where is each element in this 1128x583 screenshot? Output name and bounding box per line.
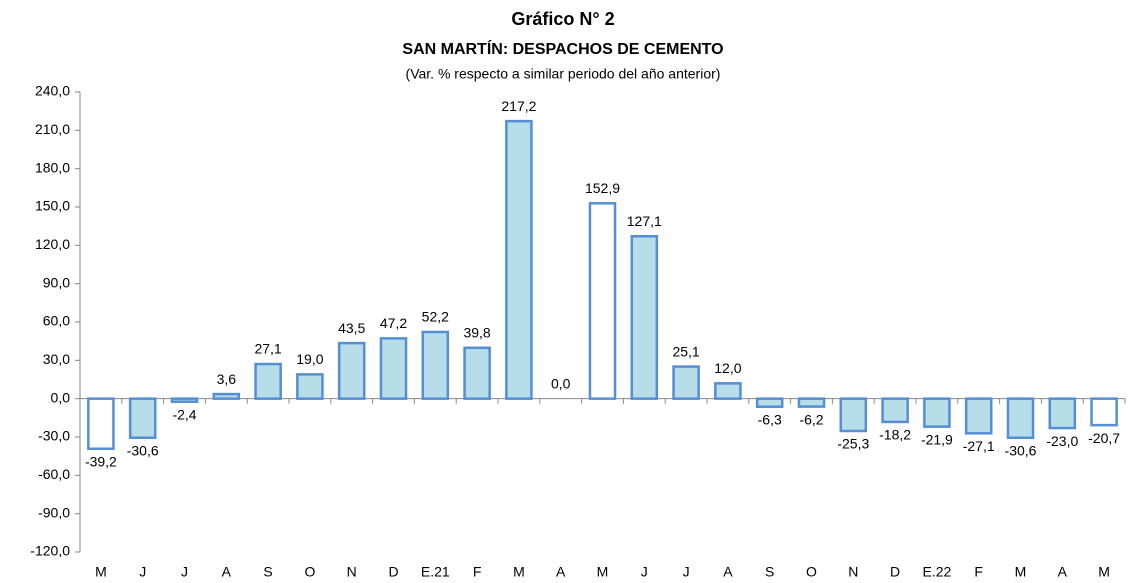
bar <box>421 330 450 400</box>
value-label: -20,7 <box>1088 430 1120 446</box>
value-label: 27,1 <box>254 341 281 357</box>
x-tick-label: M <box>1098 564 1110 580</box>
bar <box>588 202 617 400</box>
bar <box>630 235 659 400</box>
bar <box>1048 397 1077 430</box>
x-tick-label: J <box>641 564 648 580</box>
value-label: 127,1 <box>627 213 662 229</box>
y-tick-label: -60,0 <box>38 466 70 482</box>
x-tick-label: D <box>890 564 900 580</box>
value-label: -6,2 <box>799 411 823 427</box>
value-label: 39,8 <box>463 325 490 341</box>
value-label: 25,1 <box>672 343 699 359</box>
chart-subtitle: SAN MARTÍN: DESPACHOS DE CEMENTO <box>402 39 723 58</box>
x-tick-label: A <box>556 564 566 580</box>
x-tick-label: M <box>1015 564 1027 580</box>
x-tick-label: A <box>1058 564 1068 580</box>
x-tick-label: F <box>473 564 482 580</box>
x-tick-label: M <box>95 564 107 580</box>
x-tick-label: J <box>181 564 188 580</box>
x-tick-label: S <box>263 564 272 580</box>
bar <box>337 341 366 400</box>
x-tick-label: J <box>683 564 690 580</box>
chart-title: Gráfico N° 2 <box>511 9 614 29</box>
bar <box>714 382 742 400</box>
value-label: 3,6 <box>217 371 237 387</box>
bar <box>87 397 115 451</box>
x-tick-label: A <box>222 564 232 580</box>
bar <box>839 397 868 433</box>
value-label: -30,6 <box>127 442 159 458</box>
y-tick-label: 180,0 <box>35 159 70 175</box>
value-label: -39,2 <box>85 453 117 469</box>
x-tick-label: A <box>723 564 733 580</box>
y-tick-label: 210,0 <box>35 121 70 137</box>
y-tick-label: -90,0 <box>38 504 70 520</box>
y-tick-label: 120,0 <box>35 236 70 252</box>
y-tick-label: 60,0 <box>43 313 70 329</box>
x-tick-label: J <box>139 564 146 580</box>
value-label: -25,3 <box>837 436 869 452</box>
bar <box>170 397 199 403</box>
value-label: -6,3 <box>758 411 782 427</box>
value-label: 0,0 <box>551 375 571 391</box>
bar <box>463 346 491 400</box>
value-label: -2,4 <box>172 406 196 422</box>
bar <box>964 397 993 435</box>
x-tick-label: N <box>848 564 858 580</box>
bar <box>672 365 700 400</box>
value-label: -21,9 <box>921 431 953 447</box>
bar <box>379 337 408 400</box>
bar <box>1090 397 1118 427</box>
x-tick-label: M <box>513 564 525 580</box>
x-tick-label: E.21 <box>421 564 450 580</box>
bar <box>212 392 241 400</box>
value-label: 217,2 <box>501 98 536 114</box>
y-tick-label: 90,0 <box>43 274 70 290</box>
bar <box>505 119 533 400</box>
value-label: 12,0 <box>714 360 741 376</box>
y-tick-label: -120,0 <box>30 543 70 559</box>
bar <box>128 397 157 440</box>
bar <box>923 397 951 428</box>
value-label: 19,0 <box>296 351 323 367</box>
bar <box>1006 397 1035 440</box>
value-label: -23,0 <box>1046 433 1078 449</box>
bar <box>797 397 826 408</box>
value-label: 152,9 <box>585 180 620 196</box>
x-tick-label: S <box>765 564 774 580</box>
bar <box>254 362 282 400</box>
value-label: 47,2 <box>380 315 407 331</box>
y-tick-label: -30,0 <box>38 428 70 444</box>
x-tick-label: F <box>974 564 983 580</box>
x-tick-label: E.22 <box>922 564 951 580</box>
value-label: -18,2 <box>879 427 911 443</box>
value-label: -30,6 <box>1005 442 1037 458</box>
x-tick-label: D <box>388 564 398 580</box>
x-tick-label: M <box>597 564 609 580</box>
x-tick-label: O <box>304 564 315 580</box>
bar <box>755 397 784 408</box>
bar <box>881 397 909 424</box>
value-label: 52,2 <box>422 309 449 325</box>
x-tick-label: O <box>806 564 817 580</box>
y-tick-label: 150,0 <box>35 198 70 214</box>
y-tick-label: 240,0 <box>35 83 70 99</box>
value-label: 43,5 <box>338 320 365 336</box>
y-tick-label: 0,0 <box>51 389 71 405</box>
bar <box>296 373 324 400</box>
y-tick-label: 30,0 <box>43 351 70 367</box>
x-tick-label: N <box>347 564 357 580</box>
chart-note: (Var. % respecto a similar periodo del a… <box>406 66 721 82</box>
value-label: -27,1 <box>963 438 995 454</box>
